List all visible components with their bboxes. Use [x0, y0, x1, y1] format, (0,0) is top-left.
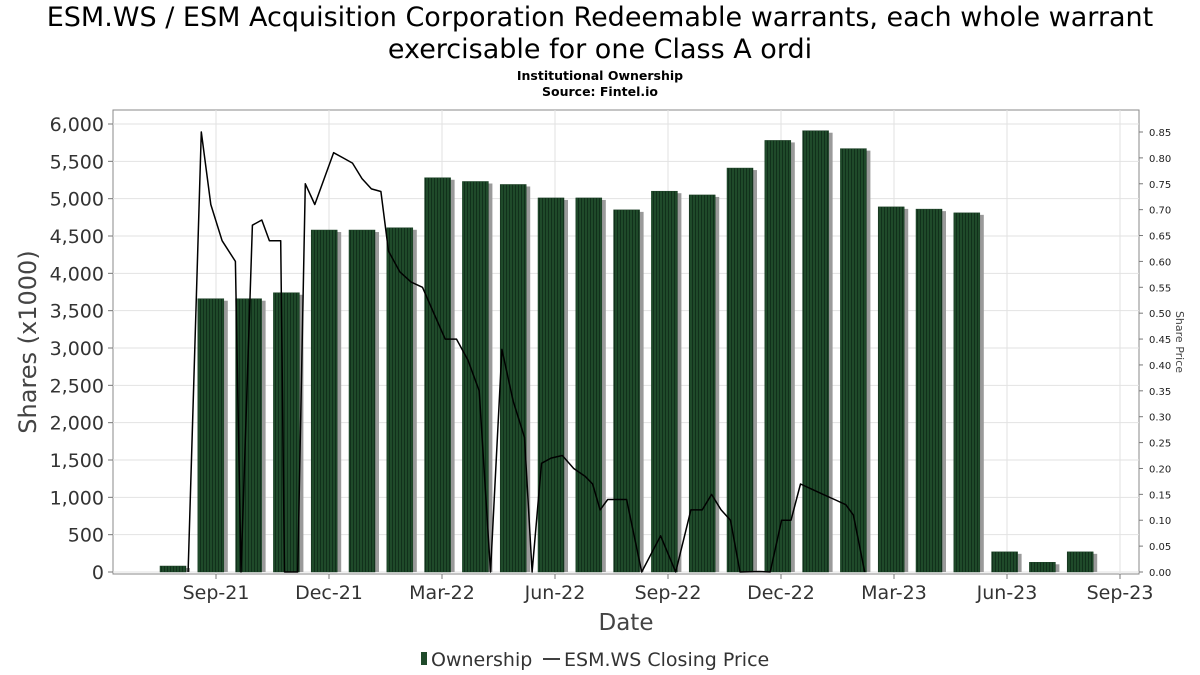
ownership-bar [1066, 551, 1094, 573]
ownership-bar [915, 208, 943, 573]
price-series-line [187, 131, 866, 573]
y2-tick-label: 0.05 [1149, 542, 1171, 553]
price-line [187, 131, 866, 573]
y-tick-label: 5,500 [50, 151, 104, 173]
y2-tick-label: 0.00 [1149, 568, 1171, 579]
y2-tick-label: 0.50 [1149, 309, 1171, 320]
y2-tick-label: 0.35 [1149, 387, 1171, 398]
y-tick-label: 1,500 [50, 450, 104, 472]
y-tick-label: 6,000 [50, 114, 104, 136]
legend-price-label: ESM.WS Closing Price [564, 649, 769, 671]
x-tick-label: Mar-22 [409, 582, 475, 604]
x-tick-label: Sep-21 [183, 582, 250, 604]
y2-tick-label: 0.75 [1149, 180, 1171, 191]
y2-tick-label: 0.20 [1149, 464, 1171, 475]
ownership-bar [613, 209, 640, 573]
y2-tick-label: 0.65 [1149, 232, 1171, 243]
y-tick-label: 2,000 [50, 413, 104, 435]
ownership-bar [462, 181, 489, 573]
y-tick-label: 5,000 [50, 189, 104, 211]
axes: 0 500 1,000 1,500 2,000 2,500 3,000 3,500 4,000 4… [50, 114, 1172, 604]
y2-tick-label: 0.15 [1149, 490, 1171, 501]
ownership-bar [991, 551, 1018, 573]
y2-tick-label: 0.55 [1149, 283, 1171, 294]
y2-tick-label: 0.40 [1149, 361, 1171, 372]
ownership-bar [348, 229, 376, 573]
x-tick-label: Jun-23 [976, 582, 1038, 604]
y2-tick-label: 0.85 [1149, 128, 1171, 139]
y-axis-label: Shares (x1000) [14, 250, 42, 433]
chart-title: ESM.WS / ESM Acquisition Corporation Red… [46, 2, 1154, 65]
ownership-bar [953, 212, 981, 573]
y-tick-label: 3,500 [50, 301, 104, 323]
y-tick-label: 1,000 [50, 487, 104, 509]
y-tick-label: 2,500 [50, 375, 104, 397]
y2-axis-label: Share Price [1173, 311, 1186, 373]
y2-tick-label: 0.60 [1149, 257, 1171, 268]
ownership-bar [575, 197, 603, 573]
y-tick-label: 4,000 [50, 263, 104, 285]
ownership-bar [840, 148, 867, 573]
y2-tick-label: 0.30 [1149, 413, 1171, 424]
ownership-bar [877, 206, 905, 573]
chart-subtitle: Institutional Ownership [516, 68, 684, 83]
y-tick-label: 0 [92, 562, 104, 584]
y2-tick-label: 0.25 [1149, 439, 1171, 450]
y2-tick-label: 0.70 [1149, 206, 1171, 217]
y2-tick-label: 0.45 [1149, 335, 1171, 346]
ownership-bar [386, 227, 414, 573]
ownership-bar [537, 197, 565, 573]
ownership-bar [310, 229, 338, 573]
ownership-bar [273, 292, 300, 573]
y-tick-label: 4,500 [50, 226, 104, 248]
legend: Ownership ESM.WS Closing Price [421, 649, 769, 671]
ownership-bar [802, 130, 829, 573]
legend-ownership-label: Ownership [431, 649, 532, 671]
x-tick-label: Dec-21 [295, 582, 363, 604]
x-tick-label: Sep-23 [1087, 582, 1154, 604]
x-tick-label: Mar-23 [861, 582, 927, 604]
x-tick-label: Jun-22 [524, 582, 586, 604]
ownership-bar [1029, 562, 1056, 573]
chart-source: Source: Fintel.io [542, 84, 658, 99]
ownership-bar [726, 167, 754, 573]
legend-ownership-swatch [421, 652, 427, 665]
x-tick-label: Sep-22 [635, 582, 702, 604]
y2-tick-label: 0.80 [1149, 154, 1171, 165]
x-tick-label: Dec-22 [747, 582, 815, 604]
ownership-bar [159, 565, 187, 573]
ownership-bar [197, 298, 225, 573]
ownership-bar [688, 194, 716, 573]
ownership-bar [424, 177, 451, 573]
ownership-bar [764, 140, 792, 573]
y2-tick-label: 0.10 [1149, 516, 1171, 527]
y-tick-label: 500 [68, 525, 104, 547]
y-tick-label: 3,000 [50, 338, 104, 360]
ownership-bar [499, 184, 527, 573]
ownership-bar [651, 190, 678, 573]
x-axis-label: Date [599, 610, 654, 636]
